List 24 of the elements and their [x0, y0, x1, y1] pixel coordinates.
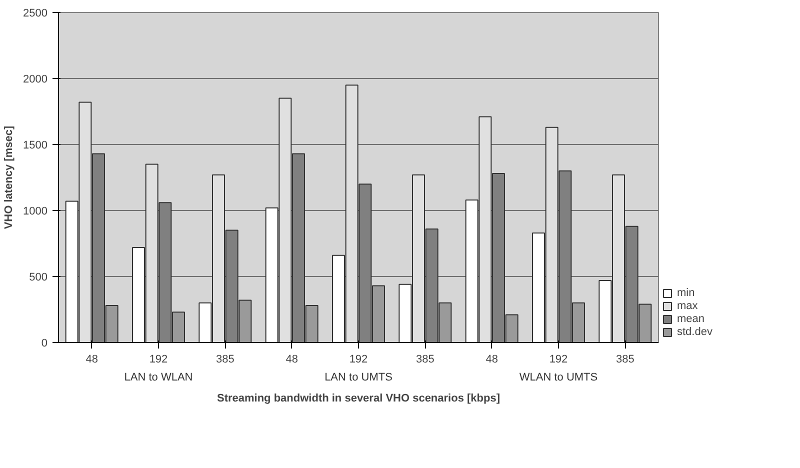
text: LAN to UMTS — [324, 372, 392, 384]
legend-label: std.dev — [677, 326, 712, 338]
y-tick-label: 2500 — [23, 8, 48, 20]
legend-label: max — [677, 300, 698, 312]
legend-label: mean — [677, 313, 705, 325]
legend-label: min — [677, 287, 696, 299]
y-axis-title: VHO latency [msec] — [3, 126, 16, 230]
x-tick-label: 48 — [486, 354, 498, 366]
x-tick-label: 385 — [216, 354, 234, 366]
x-tick-label: 48 — [86, 354, 98, 366]
x-tick-label: 385 — [416, 354, 434, 366]
y-tick-label: 500 — [29, 272, 48, 284]
y-tick-label: 1500 — [23, 140, 48, 152]
y-tick-label: 0 — [41, 338, 48, 350]
x-tick-label: 192 — [149, 354, 168, 366]
x-axis-title: Streaming bandwidth in several VHO scenarios [kbps] — [216, 392, 500, 404]
x-tick-label: 385 — [616, 354, 634, 366]
y-tick-label: 1000 — [23, 206, 48, 218]
x-tick-label: 192 — [349, 354, 368, 366]
y-tick-label: 2000 — [23, 74, 48, 86]
x-tick-label: 48 — [286, 354, 298, 366]
text: WLAN to UMTS — [519, 372, 598, 384]
text: LAN to WLAN — [124, 372, 193, 384]
x-tick-label: 192 — [549, 354, 568, 366]
